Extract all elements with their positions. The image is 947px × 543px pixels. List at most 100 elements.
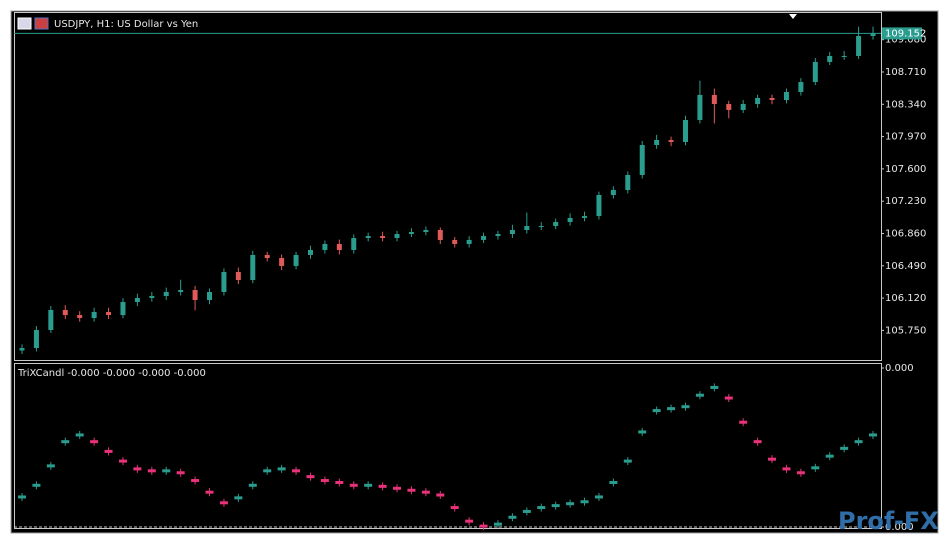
candle-body — [509, 230, 515, 235]
indicator-mark — [450, 506, 459, 510]
indicator-mark — [349, 483, 358, 487]
indicator-mark — [335, 480, 344, 484]
candle-body — [856, 36, 862, 57]
indicator-mark — [609, 480, 618, 484]
indicator-mark — [739, 420, 748, 424]
indicator-title: TriXCandl -0.000 -0.000 -0.000 -0.000 — [17, 368, 206, 379]
indicator-mark — [407, 488, 416, 492]
candle-body — [610, 190, 616, 195]
indicator-mark — [436, 493, 445, 497]
indicator-mark — [32, 483, 41, 487]
y-tick-label: 106.490 — [885, 261, 926, 272]
candle-body — [264, 254, 270, 259]
candle-body — [207, 291, 213, 301]
candle-body — [639, 144, 645, 175]
indicator-mark — [566, 502, 575, 506]
candle-body — [120, 302, 126, 316]
candle-body — [322, 243, 328, 250]
candle-body — [221, 271, 227, 292]
indicator-mark — [191, 479, 200, 483]
indicator-mark — [854, 440, 863, 444]
candle-body — [423, 230, 429, 233]
indicator-mark — [61, 440, 70, 444]
price-pane — [14, 12, 882, 361]
indicator-mark — [75, 433, 84, 437]
candle-body — [408, 232, 414, 235]
indicator-mark — [710, 385, 719, 389]
candle-body — [19, 348, 25, 351]
candle-body — [726, 104, 732, 110]
y-tick-label: 108.710 — [885, 67, 926, 78]
y-tick-label: 106.120 — [885, 293, 926, 304]
indicator-mark — [176, 471, 185, 475]
indicator-mark — [421, 490, 430, 494]
indicator-mark — [551, 504, 560, 508]
candle-body — [149, 296, 155, 299]
y-tick-label: 105.750 — [885, 325, 926, 336]
indicator-mark — [147, 469, 156, 473]
indicator-mark — [248, 483, 257, 487]
candle-body — [553, 221, 559, 226]
candle-body — [91, 311, 97, 319]
indicator-mark — [393, 486, 402, 490]
indicator-mark — [292, 469, 301, 473]
candle-body — [307, 249, 313, 255]
indicator-mark — [306, 475, 315, 479]
candle-body — [437, 230, 443, 240]
watermark: Prof-FX — [838, 507, 939, 535]
candle-body — [711, 94, 717, 105]
indicator-mark — [378, 484, 387, 488]
candle-body — [567, 217, 573, 222]
candle-body — [336, 243, 342, 250]
indicator-mark — [234, 496, 243, 500]
indicator-mark — [277, 467, 286, 471]
candle-body — [625, 174, 631, 191]
shift-marker — [789, 14, 797, 19]
icon — [34, 17, 49, 30]
chart-title: USDJPY, H1: US Dollar vs Yen — [54, 19, 198, 30]
candle-body — [682, 119, 688, 142]
candle-body — [394, 234, 400, 239]
y-tick-label: 108.340 — [885, 99, 926, 110]
y-tick-label: 0.000 — [885, 363, 914, 374]
candle-body — [755, 97, 761, 105]
indicator-mark — [768, 457, 777, 461]
candle-body — [524, 225, 530, 231]
candle-body — [783, 91, 789, 101]
candle-body — [697, 94, 703, 120]
candle-body — [668, 139, 674, 142]
indicator-mark — [652, 409, 661, 413]
candle-body — [77, 315, 83, 319]
indicator-pane — [14, 363, 882, 529]
y-tick-label: 0.000 — [885, 522, 914, 533]
indicator-mark — [580, 500, 589, 504]
indicator-mark — [162, 469, 171, 473]
candle-body — [235, 271, 241, 281]
candle-body — [538, 225, 544, 227]
indicator-mark — [681, 405, 690, 409]
indicator-mark — [695, 393, 704, 397]
candle-body — [192, 289, 198, 301]
candle-body — [798, 82, 804, 92]
y-tick-label: 109.080 — [885, 35, 926, 46]
candle-body — [827, 56, 833, 62]
candle-body — [740, 104, 746, 110]
candle-body — [178, 289, 184, 292]
candle-body — [452, 239, 458, 244]
candle-body — [870, 33, 876, 37]
candle-body — [582, 216, 588, 218]
candle-body — [106, 311, 112, 316]
indicator-mark — [753, 440, 762, 444]
last-price-box — [882, 27, 922, 40]
candle-body — [62, 309, 68, 316]
indicator-mark — [219, 501, 228, 505]
indicator-mark — [825, 454, 834, 458]
candle-body — [466, 239, 472, 244]
indicator-mark — [796, 471, 805, 475]
candle-body — [841, 56, 847, 58]
indicator-mark — [364, 483, 373, 487]
candle-body — [279, 258, 285, 266]
indicator-mark — [205, 490, 214, 494]
indicator-mark — [869, 433, 877, 437]
